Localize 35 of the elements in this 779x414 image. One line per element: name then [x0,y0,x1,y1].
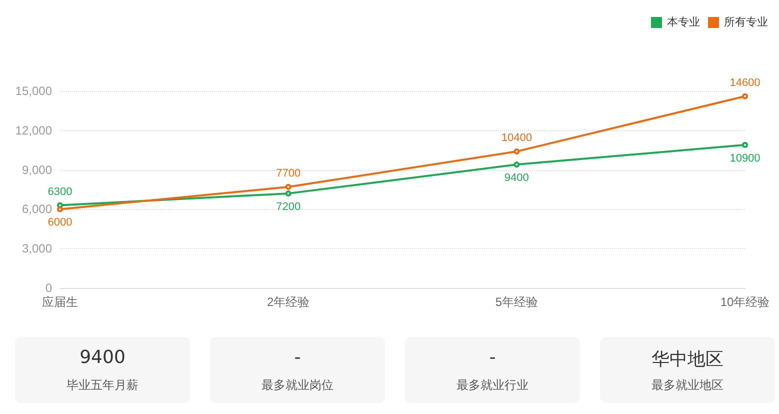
legend-label: 所有专业 [724,16,768,28]
data-label: 7700 [276,167,301,180]
x-tick-label: 5年经验 [495,295,538,309]
text: - [488,347,497,370]
x-tick-label: 2年经验 [266,295,310,309]
point [742,142,748,148]
point [514,148,520,154]
point [285,184,292,190]
y-tick-label: 9,000 [22,162,52,177]
y-tick-label: 6,000 [22,202,52,216]
point [57,206,63,212]
data-label: 10400 [501,132,532,144]
data-label: 6000 [48,216,72,229]
y-tick-label: 3,000 [22,242,52,256]
point [742,93,748,100]
y-tick-label: 15,000 [15,84,52,98]
data-label: 9400 [504,172,529,184]
legend-label: 本专业 [667,16,700,28]
text: 9400 [78,347,126,370]
data-label: 7200 [276,200,301,213]
text: 最多就业岗位 [260,377,334,394]
data-label: 6300 [48,186,72,198]
text: 毕业五年月薪 [66,377,140,394]
text: 最多就业地区 [650,377,724,394]
x-tick-label: 应届生 [42,295,78,309]
x-tick-label: 10年经验 [720,295,770,309]
text: 华中地区 [650,348,724,371]
data-label: 10900 [730,152,760,164]
point [285,190,292,196]
text: - [293,347,302,370]
text: 最多就业行业 [456,377,530,394]
point [514,162,520,168]
y-tick-label: 0 [45,281,52,295]
y-tick-label: 12,000 [15,123,52,138]
data-label: 14600 [730,76,760,89]
